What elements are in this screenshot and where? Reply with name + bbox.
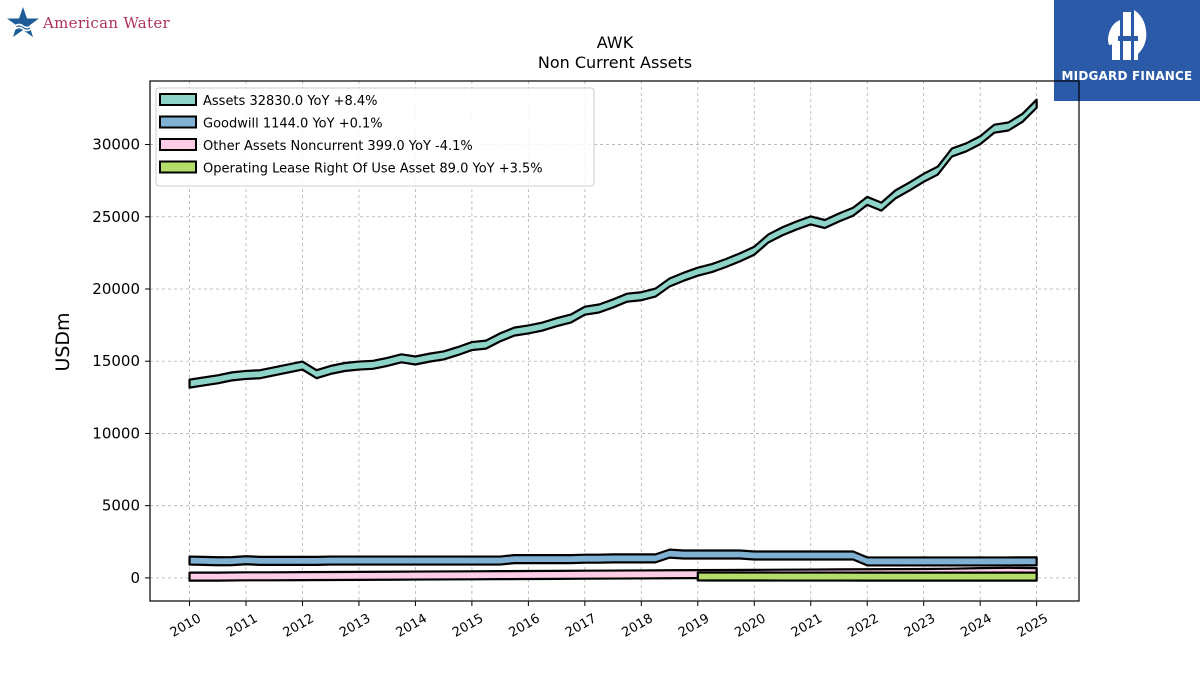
legend-swatch xyxy=(159,138,197,151)
series-band-1 xyxy=(188,98,1038,389)
series-layer xyxy=(188,98,1038,582)
x-tick-label: 2019 xyxy=(676,611,712,641)
x-tick-label: 2018 xyxy=(619,611,655,641)
y-tick-label: 15000 xyxy=(92,352,140,370)
legend-swatch xyxy=(159,93,197,106)
x-tick-label: 2012 xyxy=(281,611,317,641)
legend: Assets 32830.0 YoY +8.4% Goodwill 1144.0 … xyxy=(155,87,595,187)
x-tick-label: 2013 xyxy=(337,611,373,641)
plot-frame xyxy=(149,80,1080,602)
x-tick-label: 2011 xyxy=(224,611,260,641)
midgard-finance-logo-text: MIDGARD FINANCE xyxy=(1061,69,1193,83)
american-water-logo: American Water xyxy=(6,6,170,40)
y-tick-label: 5000 xyxy=(102,497,140,515)
y-tick-label: 25000 xyxy=(92,208,140,226)
x-tick-label: 2014 xyxy=(394,611,430,641)
x-tick-label: 2024 xyxy=(958,611,994,641)
series-band-2 xyxy=(188,548,1038,567)
x-tick-label: 2025 xyxy=(1015,611,1051,641)
legend-label: Other Assets Noncurrent 399.0 YoY -4.1% xyxy=(203,139,473,154)
chart-subtitle: Non Current Assets xyxy=(538,53,692,72)
legend-swatch xyxy=(159,160,197,174)
legend-label: Assets 32830.0 YoY +8.4% xyxy=(203,94,378,109)
x-tick-label: 2023 xyxy=(902,611,938,641)
x-tick-label: 2021 xyxy=(789,611,825,641)
series-band-4 xyxy=(696,571,1038,582)
legend-label: Operating Lease Right Of Use Asset 89.0 … xyxy=(203,162,543,177)
x-tick-label: 2020 xyxy=(732,611,768,641)
y-axis-label: USDm xyxy=(52,312,74,371)
x-tick-label: 2015 xyxy=(450,611,486,641)
american-water-logo-text: American Water xyxy=(43,14,171,32)
x-tick-label: 2016 xyxy=(507,611,543,641)
y-tick-label: 20000 xyxy=(92,280,140,298)
y-tick-label: 10000 xyxy=(92,424,140,442)
x-tick-label: 2017 xyxy=(563,611,599,641)
y-tick-label: 0 xyxy=(130,569,140,587)
chart-title: AWK xyxy=(597,33,634,52)
x-tick-label: 2022 xyxy=(845,611,881,641)
y-tick-label: 30000 xyxy=(92,136,140,154)
x-tick-label: 2010 xyxy=(168,611,204,641)
legend-swatch xyxy=(159,115,197,129)
star-icon xyxy=(7,7,39,37)
legend-label: Goodwill 1144.0 YoY +0.1% xyxy=(203,117,383,132)
midgard-mark-icon xyxy=(1108,10,1147,60)
midgard-finance-logo: MIDGARD FINANCE xyxy=(1054,0,1200,101)
legend-box xyxy=(155,87,595,187)
